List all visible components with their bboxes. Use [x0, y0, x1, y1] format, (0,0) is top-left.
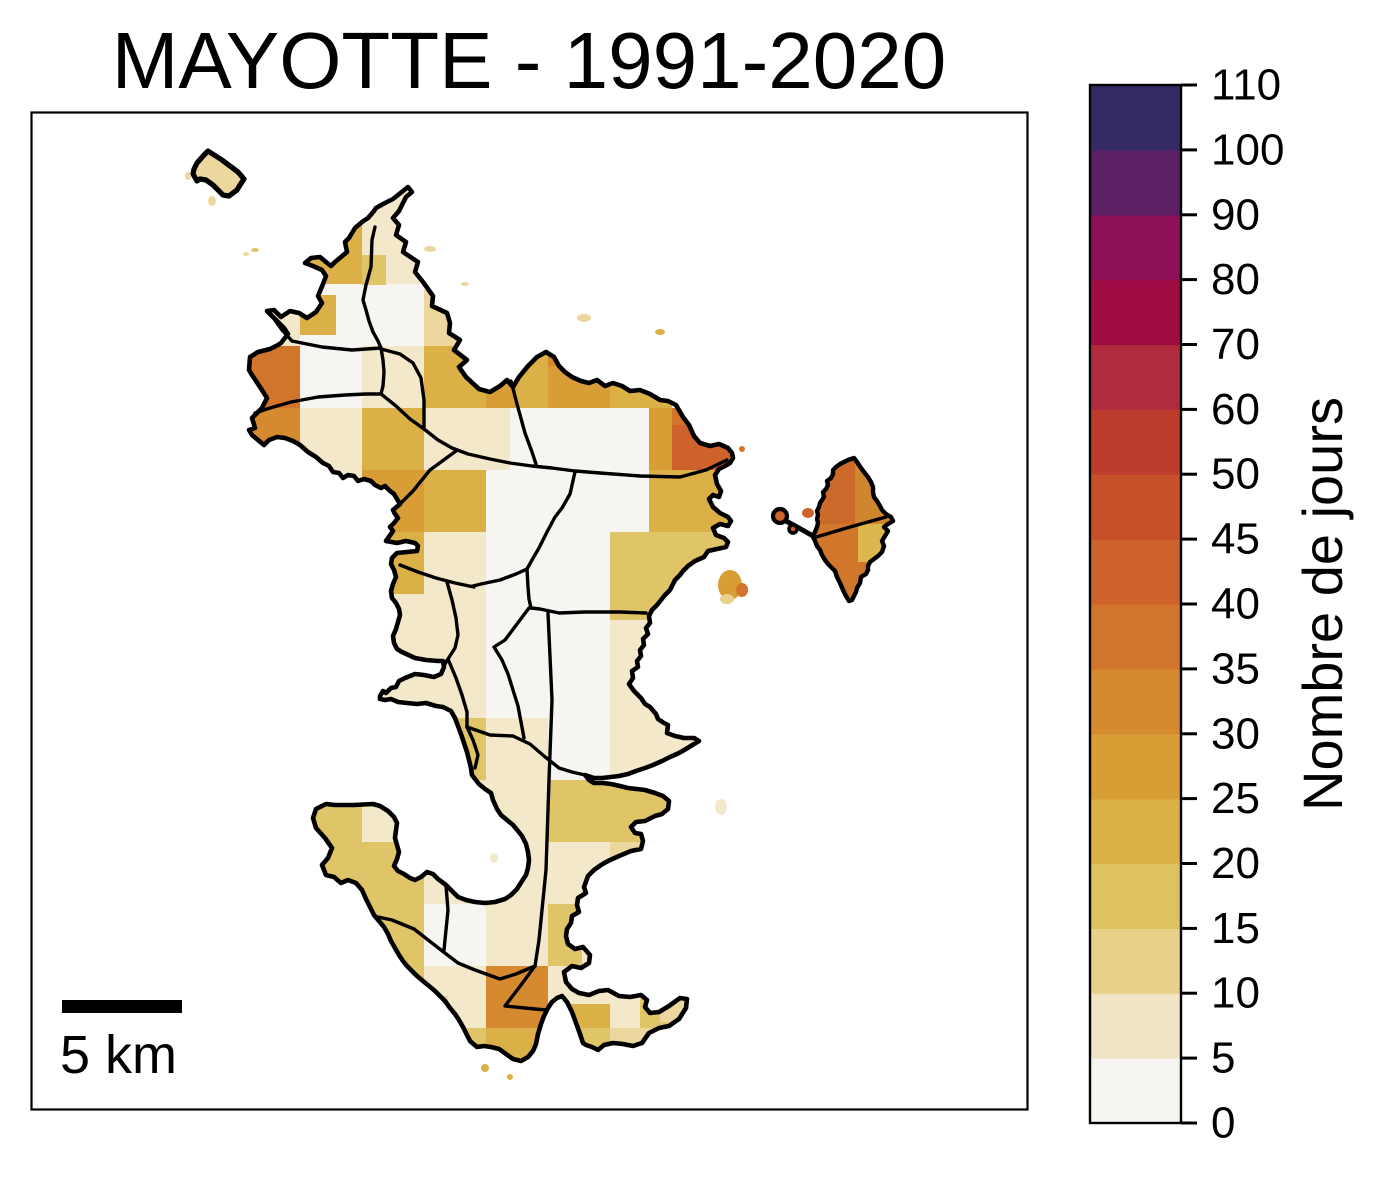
- svg-text:5 km: 5 km: [60, 1025, 177, 1085]
- svg-text:0: 0: [1211, 1099, 1235, 1148]
- svg-text:70: 70: [1211, 320, 1260, 369]
- svg-text:90: 90: [1211, 190, 1260, 239]
- svg-text:35: 35: [1211, 644, 1260, 693]
- svg-text:MAYOTTE - 1991-2020: MAYOTTE - 1991-2020: [112, 16, 946, 105]
- svg-text:5: 5: [1211, 1034, 1235, 1083]
- svg-text:10: 10: [1211, 969, 1260, 1018]
- svg-text:110: 110: [1211, 61, 1281, 110]
- svg-text:45: 45: [1211, 515, 1260, 564]
- svg-text:40: 40: [1211, 580, 1260, 629]
- svg-text:30: 30: [1211, 709, 1260, 758]
- svg-text:50: 50: [1211, 450, 1260, 499]
- svg-text:Nombre de jours: Nombre de jours: [1291, 397, 1354, 811]
- svg-text:80: 80: [1211, 255, 1260, 304]
- svg-text:60: 60: [1211, 385, 1260, 434]
- svg-text:15: 15: [1211, 904, 1260, 953]
- svg-text:20: 20: [1211, 839, 1260, 888]
- svg-text:25: 25: [1211, 774, 1260, 823]
- svg-text:100: 100: [1211, 125, 1284, 174]
